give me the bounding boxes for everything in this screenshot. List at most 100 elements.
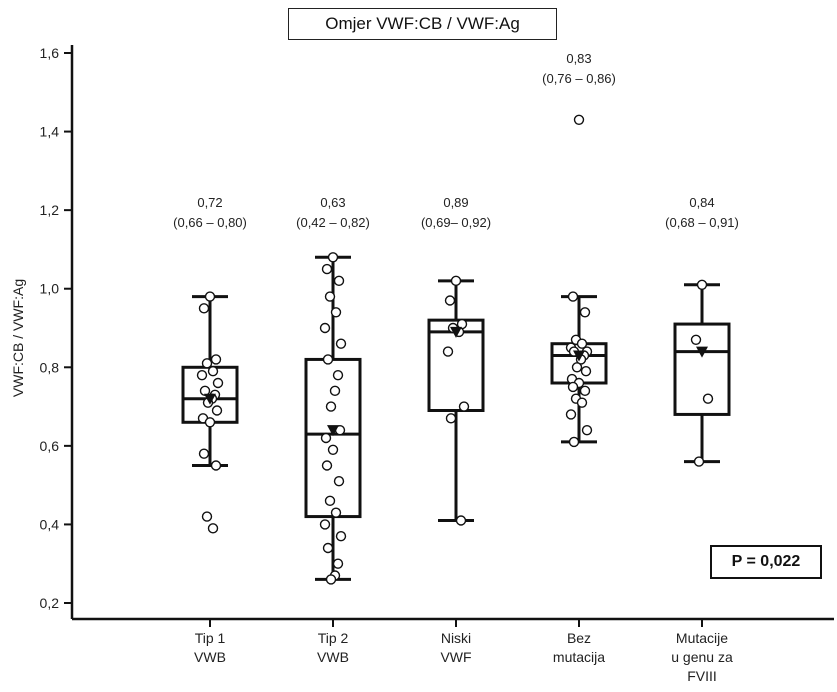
- mean-marker: [327, 425, 339, 437]
- data-point: [458, 401, 470, 412]
- data-point: [322, 354, 334, 365]
- mean-marker: [573, 350, 585, 362]
- box-group: Bez mutacija 0,83 (0,76 – 0,86): [542, 51, 616, 665]
- iqr-box: [427, 318, 485, 412]
- data-point: [576, 338, 588, 349]
- y-tick-label: 1,4: [40, 124, 60, 140]
- data-point: [330, 507, 342, 518]
- data-point: [324, 291, 336, 302]
- box-group: Tip 1 VWB 0,72 (0,66 – 0,80): [173, 195, 247, 665]
- x-category-label: VWF: [440, 649, 471, 665]
- data-point: [196, 369, 208, 381]
- y-tick-label: 0,6: [40, 438, 60, 454]
- x-category-label: Tip 1: [195, 630, 226, 646]
- data-point: [565, 409, 577, 420]
- data-point: [207, 366, 219, 377]
- data-point: [198, 448, 210, 459]
- median-iqr-annotation: 0,83: [566, 51, 591, 66]
- mean-marker: [450, 326, 462, 338]
- x-category-label: VWB: [194, 649, 226, 665]
- data-point: [335, 338, 347, 349]
- data-point: [567, 381, 579, 393]
- data-point: [455, 515, 467, 526]
- chart-title-text: Omjer VWF:CB / VWF:Ag: [325, 14, 520, 33]
- iqr-box: [304, 357, 362, 519]
- x-category-label: Tip 2: [318, 630, 349, 646]
- data-point: [325, 574, 337, 585]
- data-point: [581, 424, 593, 436]
- data-point: [321, 263, 333, 275]
- data-point: [210, 354, 222, 365]
- y-tick-label: 0,2: [40, 595, 60, 611]
- data-point: [335, 531, 347, 542]
- x-category-label: Mutacije: [676, 630, 728, 646]
- data-point: [204, 417, 216, 428]
- data-point: [212, 377, 224, 389]
- data-point: [567, 291, 579, 302]
- data-point: [332, 369, 344, 381]
- data-point: [445, 413, 457, 424]
- data-point: [322, 542, 334, 554]
- data-point: [333, 275, 345, 287]
- box-group: Tip 2 VWB 0,63 (0,42 – 0,82): [296, 195, 370, 665]
- y-tick-label: 0,8: [40, 359, 60, 375]
- data-point: [444, 295, 456, 306]
- data-point: [204, 291, 216, 302]
- data-point: [319, 519, 331, 530]
- x-category-label: VWB: [317, 649, 349, 665]
- data-point: [201, 358, 213, 369]
- data-point: [332, 558, 344, 569]
- y-tick-label: 1,6: [40, 45, 60, 61]
- median-iqr-annotation: 0,84: [689, 195, 714, 210]
- data-point: [327, 252, 339, 263]
- median-iqr-annotation: 0,63: [320, 195, 345, 210]
- data-point: [211, 405, 223, 416]
- data-point: [696, 279, 708, 290]
- median-iqr-annotation: (0,76 – 0,86): [542, 71, 616, 86]
- data-point: [576, 397, 588, 408]
- data-point: [693, 456, 705, 467]
- data-point: [579, 385, 591, 397]
- data-point: [330, 307, 342, 318]
- data-point: [201, 511, 213, 522]
- x-category-label: u genu za: [671, 649, 733, 665]
- median-iqr-annotation: 0,89: [443, 195, 468, 210]
- mean-marker: [204, 393, 216, 405]
- y-tick-label: 1,0: [40, 281, 60, 297]
- box-group: Niski VWF 0,89 (0,69– 0,92): [421, 195, 491, 665]
- y-tick-label: 1,2: [40, 202, 60, 218]
- data-point: [320, 432, 332, 444]
- data-point: [580, 366, 592, 377]
- median-iqr-annotation: (0,69– 0,92): [421, 215, 491, 230]
- data-point: [568, 436, 580, 448]
- chart-title: Omjer VWF:CB / VWF:Ag: [288, 8, 557, 40]
- data-point: [327, 444, 339, 455]
- x-category-label: mutacija: [553, 649, 605, 665]
- data-point: [329, 385, 341, 397]
- data-point: [210, 460, 222, 471]
- median-iqr-annotation: 0,72: [197, 195, 222, 210]
- data-point: [573, 114, 585, 125]
- median-iqr-annotation: (0,68 – 0,91): [665, 215, 739, 230]
- mean-marker: [696, 346, 708, 358]
- data-point: [450, 275, 462, 287]
- p-value-box: P = 0,022: [710, 545, 822, 579]
- y-tick-label: 0,4: [40, 516, 60, 532]
- data-point: [325, 401, 337, 412]
- data-point: [702, 393, 714, 404]
- data-point: [333, 476, 345, 487]
- x-category-label: Bez: [567, 630, 591, 646]
- data-point: [319, 322, 331, 334]
- median-iqr-annotation: (0,42 – 0,82): [296, 215, 370, 230]
- data-point: [442, 346, 454, 357]
- box-group: Mutacije u genu za FVIII 0,84 (0,68 – 0,91): [665, 195, 739, 684]
- y-axis-label: VWF:CB / VWF:Ag: [10, 279, 26, 397]
- data-point: [571, 362, 583, 373]
- x-category-label: Niski: [441, 630, 471, 646]
- data-point: [324, 495, 336, 507]
- p-value-label: P = 0,022: [731, 553, 801, 570]
- data-point: [198, 303, 210, 314]
- data-point: [207, 523, 219, 534]
- median-iqr-annotation: (0,66 – 0,80): [173, 215, 247, 230]
